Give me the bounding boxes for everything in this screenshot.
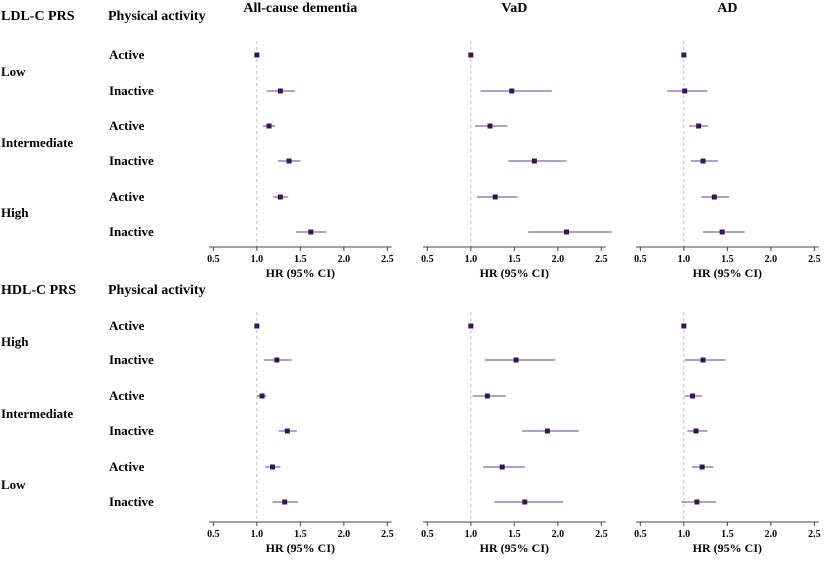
panel-title: All-cause dementia bbox=[243, 1, 357, 16]
level-label: High bbox=[1, 205, 29, 220]
hr-point bbox=[696, 123, 702, 129]
hr-point bbox=[564, 229, 570, 235]
x-tick-label: 1.5 bbox=[508, 254, 521, 265]
x-tick-label: 0.5 bbox=[207, 529, 220, 540]
x-tick-label: 2.0 bbox=[765, 529, 778, 540]
hr-point bbox=[700, 357, 706, 363]
x-tick-label: 2.0 bbox=[338, 254, 351, 265]
x-tick-label: 1.5 bbox=[721, 254, 734, 265]
x-axis-label: HR (95% CI) bbox=[266, 541, 335, 555]
x-tick-label: 1.5 bbox=[508, 529, 521, 540]
hr-point bbox=[682, 88, 688, 94]
hr-point bbox=[700, 158, 706, 164]
level-label: Intermediate bbox=[1, 406, 73, 421]
hr-point bbox=[699, 464, 705, 470]
x-tick-label: 2.0 bbox=[552, 529, 565, 540]
hr-point bbox=[681, 323, 687, 329]
level-label: High bbox=[1, 334, 29, 349]
x-tick-label: 2.0 bbox=[765, 254, 778, 265]
x-tick-label: 0.5 bbox=[634, 529, 647, 540]
level-label: Low bbox=[1, 477, 26, 492]
x-axis-label: HR (95% CI) bbox=[480, 266, 549, 280]
activity-title: Physical activity bbox=[108, 283, 206, 298]
row-label: Active bbox=[109, 318, 145, 333]
level-label: Low bbox=[1, 64, 26, 79]
panel-title: AD bbox=[717, 1, 737, 16]
hr-point bbox=[286, 158, 292, 164]
x-tick-label: 2.0 bbox=[552, 254, 565, 265]
x-tick-label: 2.5 bbox=[381, 529, 394, 540]
hr-point bbox=[254, 52, 260, 58]
row-label: Inactive bbox=[109, 153, 154, 168]
x-tick-label: 1.0 bbox=[678, 529, 691, 540]
x-tick-label: 1.5 bbox=[294, 254, 307, 265]
x-tick-label: 2.5 bbox=[595, 529, 608, 540]
hr-point bbox=[259, 393, 265, 399]
row-label: Inactive bbox=[109, 423, 154, 438]
row-label: Inactive bbox=[109, 83, 154, 98]
x-tick-label: 2.0 bbox=[338, 529, 351, 540]
hr-point bbox=[509, 88, 515, 94]
row-label: Active bbox=[109, 118, 145, 133]
hr-point bbox=[308, 229, 314, 235]
hr-point bbox=[499, 464, 505, 470]
hr-point bbox=[711, 194, 717, 200]
hr-point bbox=[277, 88, 283, 94]
hr-point bbox=[690, 393, 696, 399]
hr-point bbox=[492, 194, 498, 200]
hr-point bbox=[277, 194, 283, 200]
x-tick-label: 1.5 bbox=[294, 529, 307, 540]
x-tick-label: 2.5 bbox=[808, 529, 821, 540]
x-tick-label: 0.5 bbox=[421, 529, 434, 540]
hr-point bbox=[468, 323, 474, 329]
hr-point bbox=[274, 357, 280, 363]
hr-point bbox=[544, 428, 550, 434]
hr-point bbox=[266, 123, 272, 129]
x-tick-label: 2.5 bbox=[595, 254, 608, 265]
x-tick-label: 1.0 bbox=[678, 254, 691, 265]
hr-point bbox=[719, 229, 725, 235]
activity-title: Physical activity bbox=[108, 9, 206, 24]
x-tick-label: 0.5 bbox=[207, 254, 220, 265]
hr-point bbox=[468, 52, 474, 58]
hr-point bbox=[487, 123, 493, 129]
hr-point bbox=[484, 393, 490, 399]
hr-point bbox=[694, 499, 700, 505]
row-label: Active bbox=[109, 189, 145, 204]
group-title: HDL-C PRS bbox=[1, 283, 76, 298]
row-label: Active bbox=[109, 388, 145, 403]
row-label: Inactive bbox=[109, 494, 154, 509]
x-tick-label: 0.5 bbox=[421, 254, 434, 265]
row-label: Inactive bbox=[109, 224, 154, 239]
hr-point bbox=[693, 428, 699, 434]
x-tick-label: 1.0 bbox=[465, 254, 478, 265]
row-label: Inactive bbox=[109, 352, 154, 367]
x-tick-label: 1.0 bbox=[465, 529, 478, 540]
x-tick-label: 2.5 bbox=[381, 254, 394, 265]
level-label: Intermediate bbox=[1, 135, 73, 150]
x-tick-label: 1.5 bbox=[721, 529, 734, 540]
hr-point bbox=[681, 52, 687, 58]
hr-point bbox=[522, 499, 528, 505]
group-title: LDL-C PRS bbox=[1, 9, 75, 24]
x-tick-label: 1.0 bbox=[251, 254, 264, 265]
x-axis-label: HR (95% CI) bbox=[693, 541, 762, 555]
x-tick-label: 2.5 bbox=[808, 254, 821, 265]
hr-point bbox=[513, 357, 519, 363]
hr-point bbox=[270, 464, 276, 470]
x-axis-label: HR (95% CI) bbox=[480, 541, 549, 555]
hr-point bbox=[282, 499, 288, 505]
x-tick-label: 0.5 bbox=[634, 254, 647, 265]
x-axis-label: HR (95% CI) bbox=[693, 266, 762, 280]
row-label: Active bbox=[109, 459, 145, 474]
hr-point bbox=[254, 323, 260, 329]
hr-point bbox=[531, 158, 537, 164]
x-tick-label: 1.0 bbox=[251, 529, 264, 540]
row-label: Active bbox=[109, 47, 145, 62]
x-axis-label: HR (95% CI) bbox=[266, 266, 335, 280]
hr-point bbox=[284, 428, 290, 434]
panel-title: VaD bbox=[501, 1, 527, 16]
